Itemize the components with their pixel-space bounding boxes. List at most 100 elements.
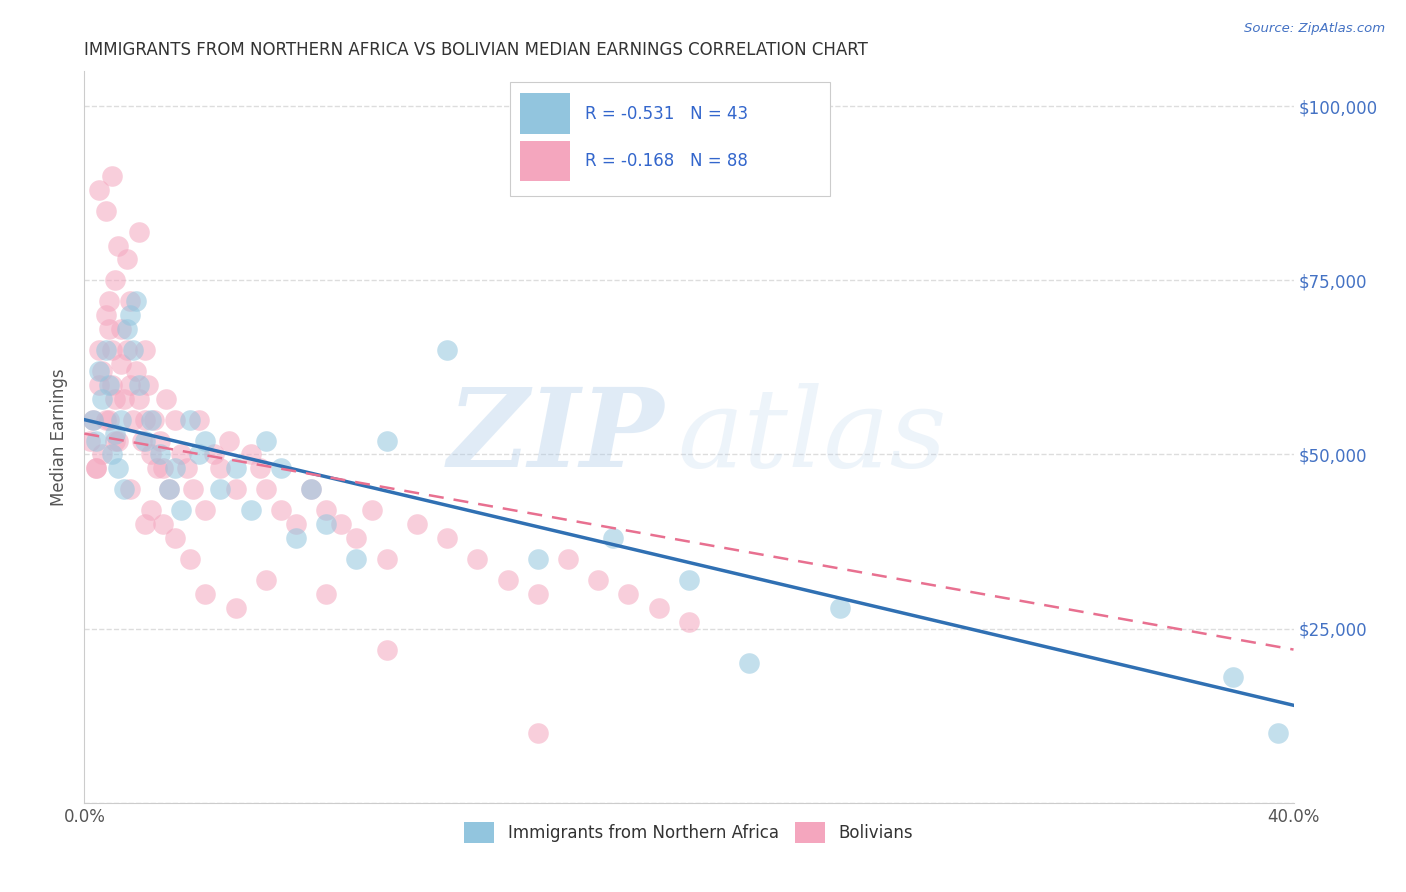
Point (527, 587, 550, 601)
Point (315, 517, 337, 532)
Point (107, 238, 129, 252)
Point (139, 503, 162, 517)
Point (254, 483, 277, 497)
Point (588, 573, 610, 587)
Point (254, 434, 277, 448)
Point (602, 531, 624, 545)
Point (152, 517, 174, 532)
Point (194, 434, 217, 448)
Point (436, 343, 458, 357)
Point (188, 448, 211, 462)
Text: R = -0.531   N = 43: R = -0.531 N = 43 (585, 104, 748, 123)
Point (134, 343, 156, 357)
Point (194, 587, 217, 601)
Point (100, 343, 122, 357)
Legend: Immigrants from Northern Africa, Bolivians: Immigrants from Northern Africa, Bolivia… (458, 815, 920, 849)
Point (121, 343, 143, 357)
Point (91, 364, 114, 378)
Point (97, 412, 120, 426)
Point (100, 377, 122, 392)
Text: atlas: atlas (676, 384, 946, 491)
Point (496, 573, 519, 587)
Point (104, 426, 127, 441)
Point (115, 322, 138, 336)
Point (527, 552, 550, 566)
Point (165, 531, 187, 545)
Point (346, 531, 368, 545)
Point (86, 461, 108, 475)
Point (375, 642, 398, 657)
Point (110, 412, 132, 426)
Point (157, 483, 180, 497)
Point (209, 483, 232, 497)
Point (82, 412, 104, 426)
Point (149, 448, 172, 462)
Point (118, 294, 141, 309)
Point (678, 615, 700, 629)
Point (254, 573, 277, 587)
Point (239, 503, 262, 517)
Point (134, 434, 156, 448)
Point (436, 531, 458, 545)
Point (188, 412, 211, 426)
Point (79, 434, 101, 448)
Point (94, 412, 117, 426)
Point (146, 461, 169, 475)
Point (100, 169, 122, 183)
Y-axis label: Median Earnings: Median Earnings (51, 368, 69, 506)
Point (170, 503, 193, 517)
Point (128, 225, 150, 239)
Point (115, 343, 138, 357)
Point (89, 377, 111, 392)
Point (149, 434, 172, 448)
Point (270, 461, 292, 475)
Point (152, 461, 174, 475)
Point (527, 726, 550, 740)
Point (330, 517, 353, 532)
Point (89, 364, 111, 378)
Point (360, 503, 382, 517)
Point (1267, 726, 1289, 740)
Point (285, 531, 308, 545)
Point (1222, 670, 1244, 684)
Point (285, 517, 308, 532)
Bar (520, 141, 571, 181)
Point (139, 412, 162, 426)
Point (89, 343, 111, 357)
Point (104, 273, 127, 287)
Point (617, 587, 640, 601)
Point (112, 392, 135, 406)
Point (225, 600, 247, 615)
Point (134, 517, 156, 532)
Point (118, 308, 141, 322)
Point (142, 412, 165, 426)
Point (107, 434, 129, 448)
Point (239, 448, 262, 462)
Point (128, 377, 150, 392)
Point (97, 322, 120, 336)
Point (110, 322, 132, 336)
Point (157, 483, 180, 497)
Point (249, 461, 271, 475)
Point (94, 343, 117, 357)
Point (131, 434, 153, 448)
Point (118, 377, 141, 392)
Point (110, 357, 132, 371)
Point (128, 392, 150, 406)
Point (155, 392, 177, 406)
Point (118, 483, 141, 497)
Point (91, 392, 114, 406)
Point (299, 483, 322, 497)
Point (315, 587, 337, 601)
Point (830, 600, 852, 615)
Point (134, 412, 156, 426)
Text: ZIP: ZIP (449, 384, 665, 491)
Point (125, 294, 148, 309)
Point (165, 461, 187, 475)
Text: IMMIGRANTS FROM NORTHERN AFRICA VS BOLIVIAN MEDIAN EARNINGS CORRELATION CHART: IMMIGRANTS FROM NORTHERN AFRICA VS BOLIV… (84, 41, 869, 59)
Point (225, 483, 247, 497)
Point (107, 461, 129, 475)
Point (179, 552, 201, 566)
Point (136, 377, 159, 392)
Point (179, 412, 201, 426)
